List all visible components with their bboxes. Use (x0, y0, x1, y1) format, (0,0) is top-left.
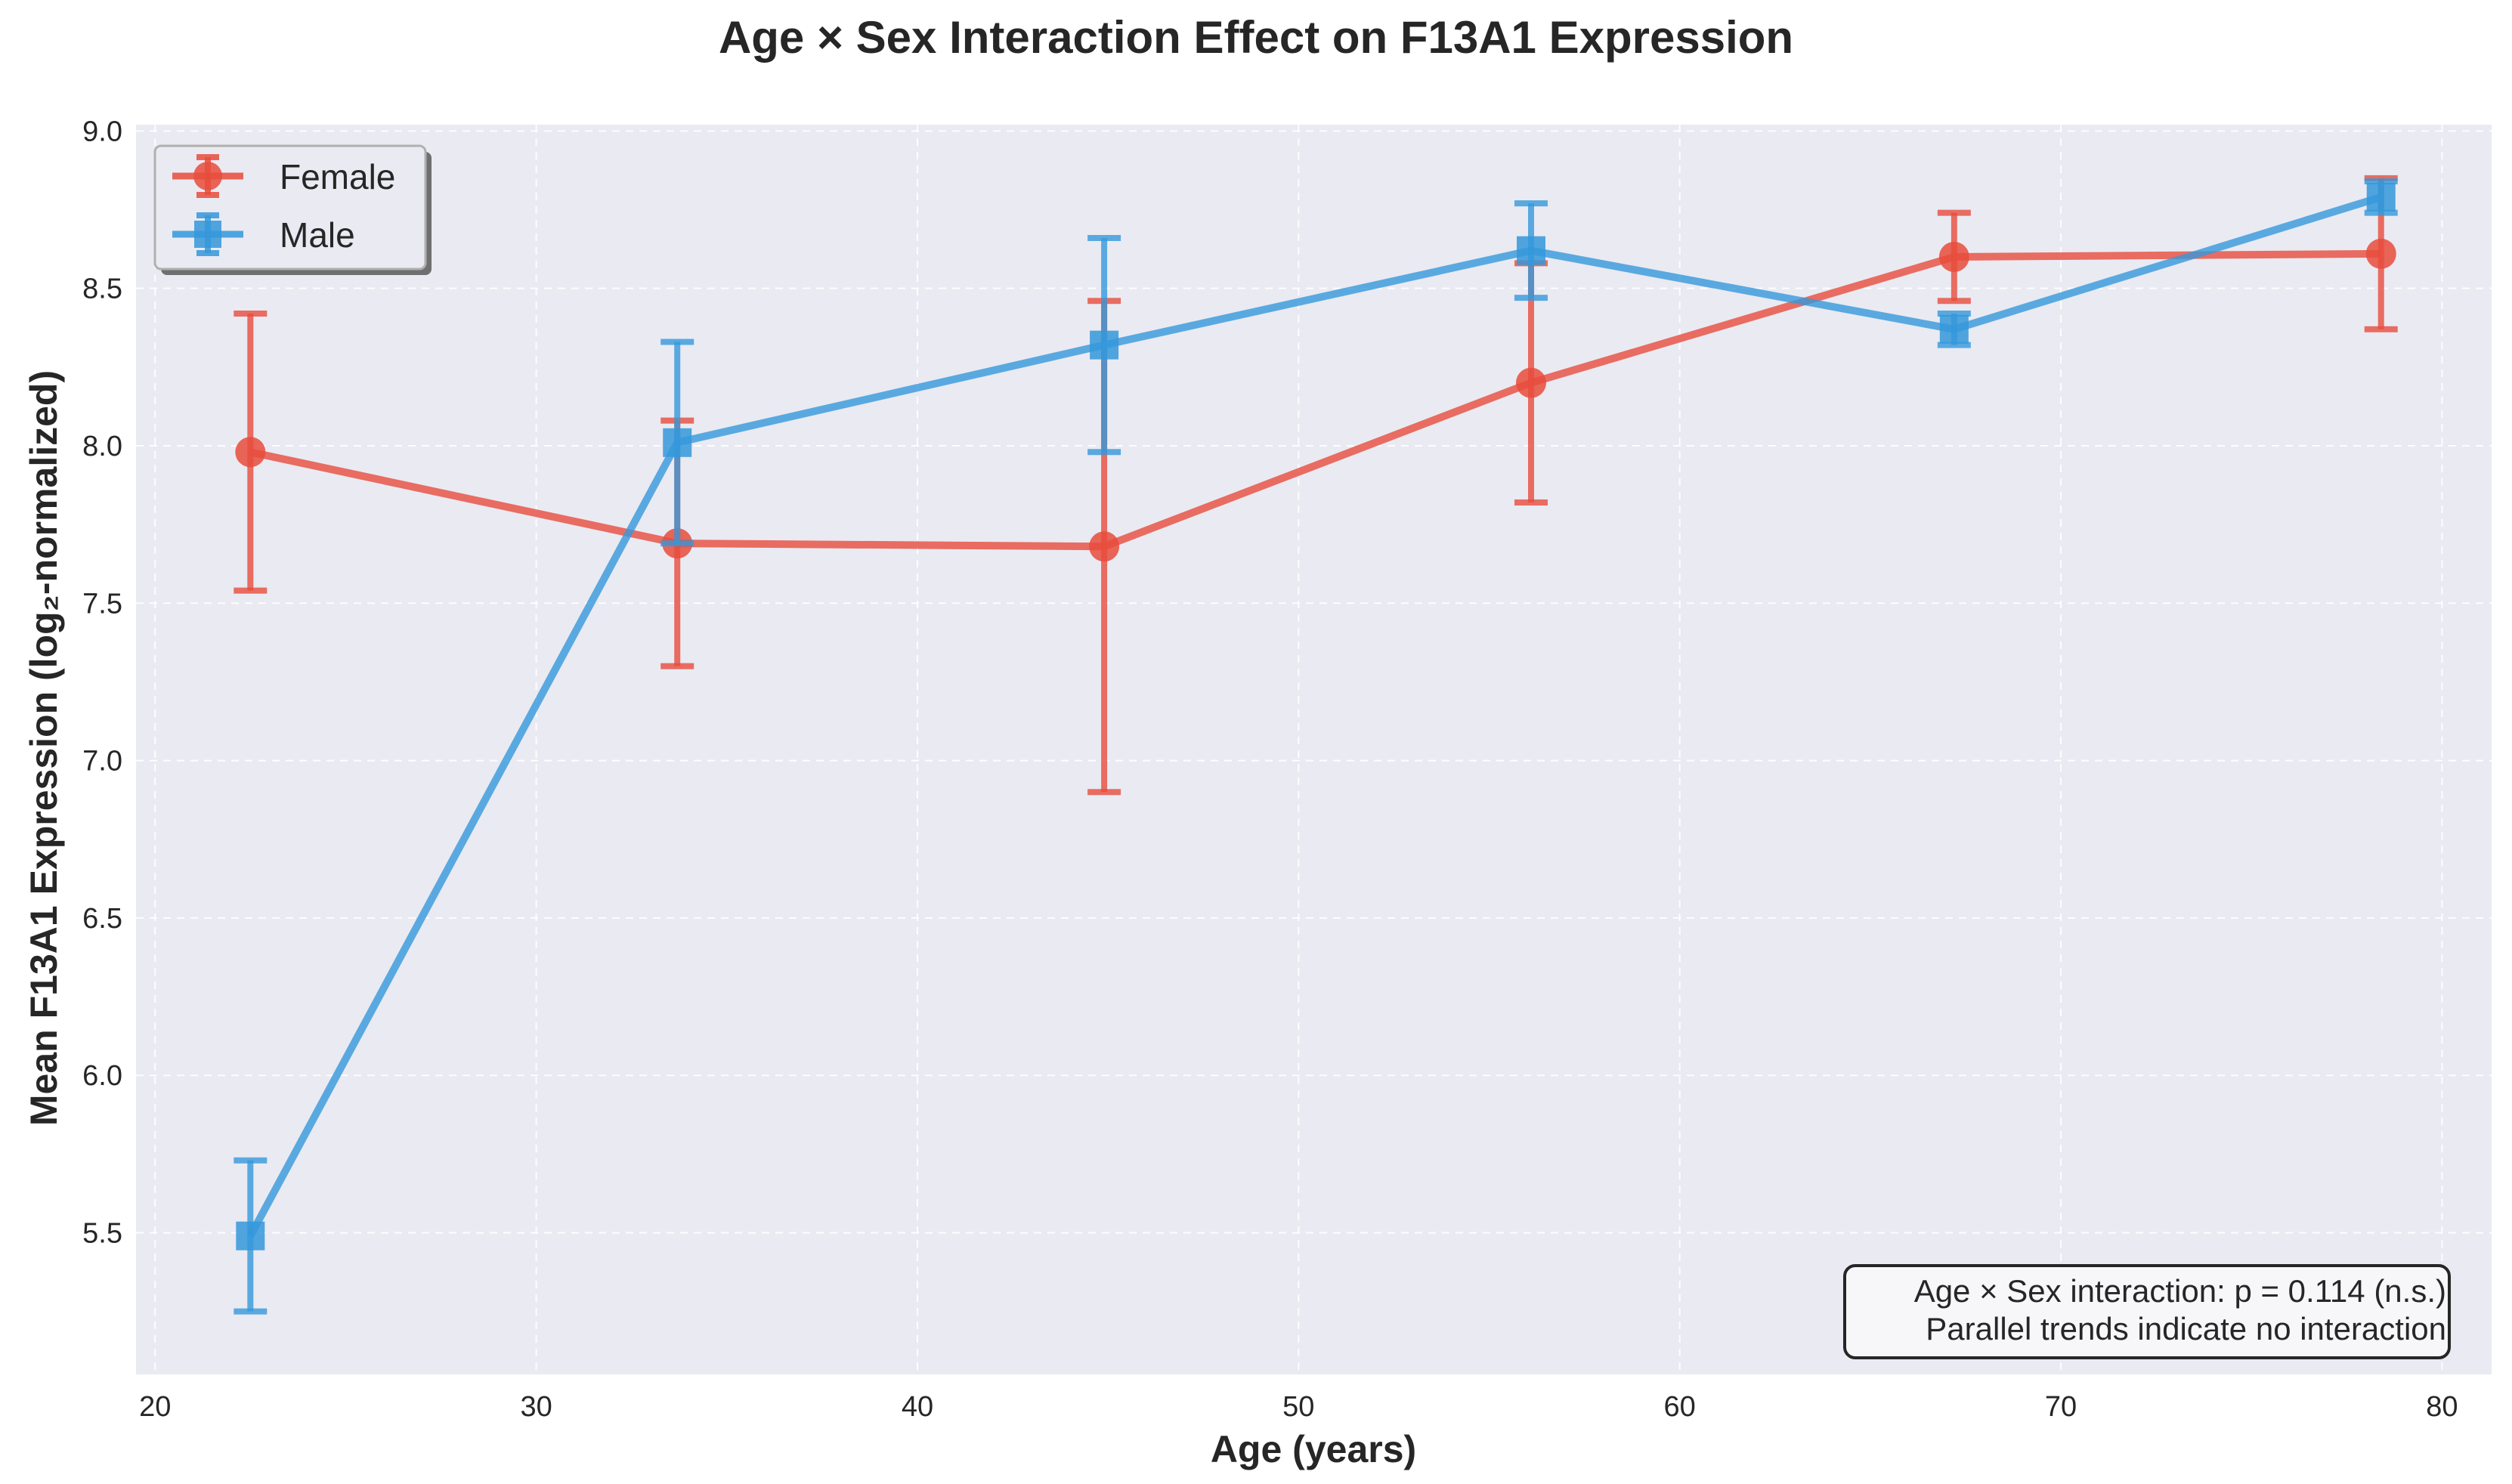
y-tick-label: 8.5 (82, 274, 122, 305)
plot-area (136, 125, 2492, 1374)
y-axis-label: Mean F13A1 Expression (log₂-normalized) (23, 370, 65, 1126)
male-point (663, 428, 692, 457)
male-point (1516, 236, 1545, 265)
male-point (2366, 182, 2396, 212)
legend-male-marker (172, 212, 243, 256)
y-axis-ticks: 5.5 6.0 6.5 7.0 7.5 8.0 8.5 9.0 (82, 116, 122, 1249)
y-tick-label: 9.0 (82, 116, 122, 147)
legend-female-label: Female (280, 157, 395, 196)
series-male (234, 178, 2398, 1315)
female-point (1938, 241, 1969, 272)
x-tick-label: 40 (902, 1391, 933, 1423)
x-tick-label: 70 (2045, 1391, 2077, 1423)
x-tick-label: 80 (2426, 1391, 2458, 1423)
female-point (1089, 531, 1120, 562)
y-tick-label: 7.5 (82, 588, 122, 620)
x-axis-ticks: 20 30 40 50 60 70 80 (139, 1391, 2458, 1423)
annotation-line-1: Age × Sex interaction: p = 0.114 (n.s.) (1914, 1273, 2446, 1309)
female-point (1515, 367, 1546, 398)
chart-title: Age × Sex Interaction Effect on F13A1 Ex… (719, 12, 1793, 63)
y-tick-label: 6.5 (82, 903, 122, 935)
x-axis-label: Age (years) (1211, 1428, 1416, 1470)
male-point (236, 1221, 265, 1251)
annotation: Age × Sex interaction: p = 0.114 (n.s.) … (1843, 1264, 2451, 1359)
annotation-line-2: Parallel trends indicate no interaction (1926, 1311, 2446, 1346)
male-point (1939, 314, 1969, 344)
series-layer (234, 175, 2398, 1315)
x-tick-label: 60 (1664, 1391, 1696, 1423)
female-point (2365, 238, 2396, 269)
x-tick-label: 20 (139, 1391, 171, 1423)
x-tick-label: 30 (520, 1391, 552, 1423)
female-line (249, 249, 2381, 551)
legend-male-label: Male (280, 215, 355, 255)
y-tick-label: 5.5 (82, 1218, 122, 1250)
x-tick-label: 50 (1282, 1391, 1314, 1423)
male-line (246, 193, 2383, 1238)
legend-female-marker (172, 154, 243, 198)
male-point (1090, 330, 1119, 360)
annotation-box (1843, 1264, 2451, 1359)
y-tick-label: 6.0 (82, 1060, 122, 1092)
legend: Female Male (153, 144, 432, 275)
y-tick-label: 7.0 (82, 746, 122, 778)
y-tick-label: 8.0 (82, 431, 122, 462)
female-point (235, 437, 266, 468)
